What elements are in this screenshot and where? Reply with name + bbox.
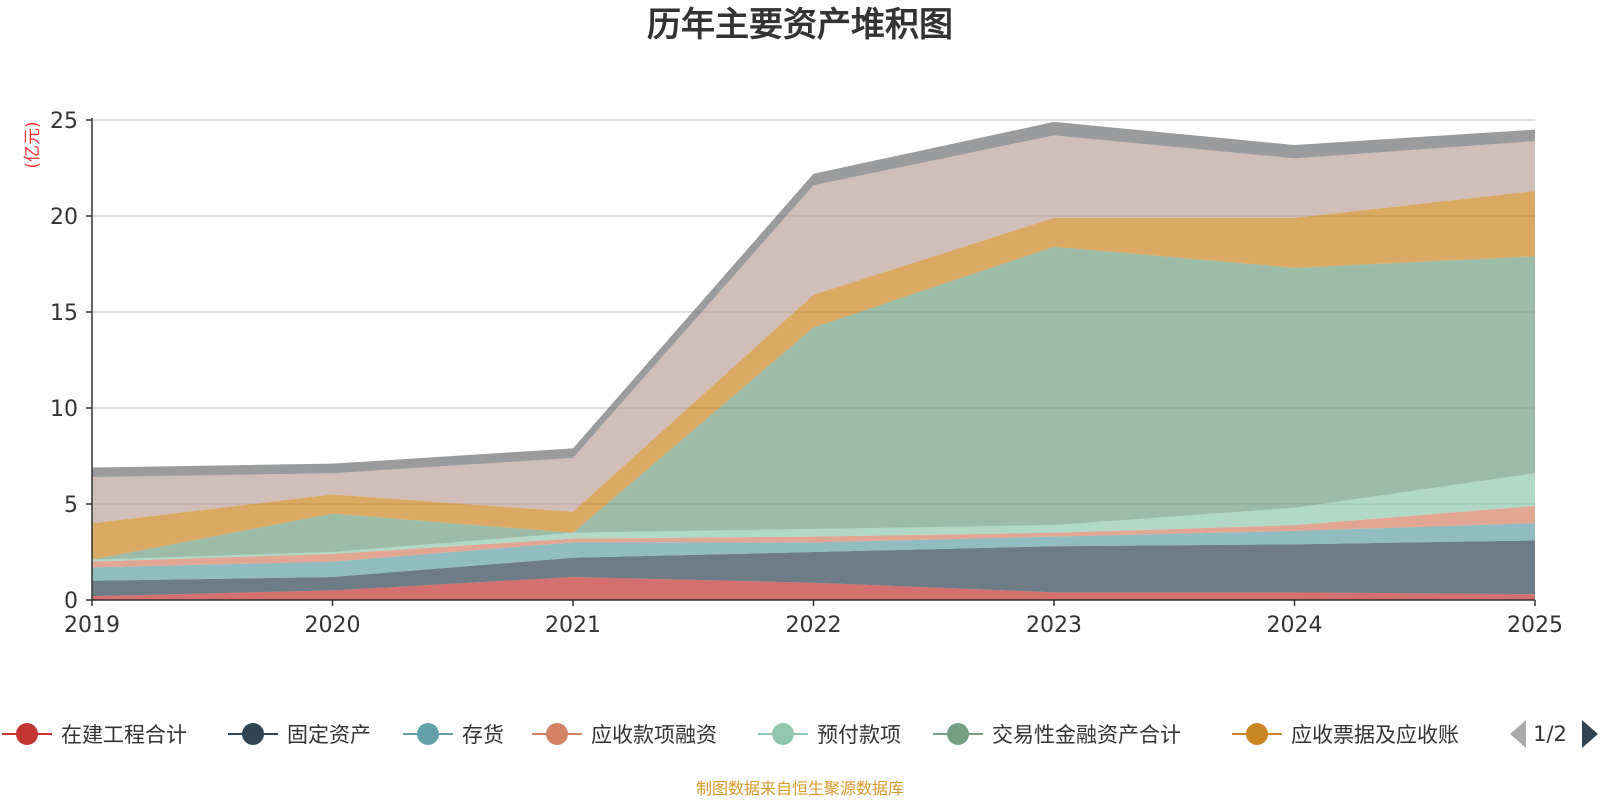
area-series-1 (92, 540, 1535, 597)
area-series-7 (92, 135, 1535, 524)
x-tick-label: 2024 (1267, 613, 1323, 638)
legend-label: 固定资产 (287, 723, 371, 747)
legend-prev-page-icon[interactable] (1510, 720, 1526, 748)
y-tick-label: 10 (50, 397, 78, 422)
legend-item-3[interactable]: 应收款项融资 (532, 723, 717, 747)
chart-title: 历年主要资产堆积图 (647, 5, 953, 45)
legend[interactable]: 在建工程合计 固定资产 存货 应收款项融资 预付款项 交易性金融资产合计 应收票据及应收账 1… (2, 720, 1598, 748)
legend-label: 应收票据及应收账 (1291, 723, 1459, 747)
y-tick-label: 0 (64, 589, 78, 614)
y-tick-label: 15 (50, 301, 78, 326)
legend-label: 在建工程合计 (61, 723, 187, 747)
legend-marker (417, 723, 439, 745)
legend-label: 存货 (462, 723, 504, 747)
area-series (92, 121, 1535, 600)
x-tick-label: 2020 (305, 613, 361, 638)
legend-marker (16, 723, 38, 745)
y-tick-label: 20 (50, 205, 78, 230)
legend-page-indicator: 1/2 (1533, 722, 1567, 746)
x-tick-label: 2025 (1507, 613, 1563, 638)
x-tick-label: 2022 (786, 613, 842, 638)
legend-item-2[interactable]: 存货 (403, 723, 504, 747)
source-note: 制图数据来自恒生聚源数据库 (695, 779, 904, 798)
legend-item-5[interactable]: 交易性金融资产合计 (933, 723, 1181, 747)
legend-item-1[interactable]: 固定资产 (228, 723, 371, 747)
legend-label: 应收款项融资 (591, 723, 717, 747)
y-tick-label: 5 (64, 493, 78, 518)
legend-marker (1246, 723, 1268, 745)
y-axis-unit-label: (亿元) (23, 121, 43, 168)
area-series-4 (92, 473, 1535, 562)
legend-marker (242, 723, 264, 745)
x-tick-label: 2019 (64, 613, 120, 638)
legend-marker (546, 723, 568, 745)
area-series-0 (92, 576, 1535, 600)
legend-marker (772, 723, 794, 745)
area-series-2 (92, 523, 1535, 581)
legend-label: 交易性金融资产合计 (992, 723, 1181, 747)
area-series-6 (92, 191, 1535, 560)
legend-item-4[interactable]: 预付款项 (758, 723, 901, 747)
y-tick-label: 25 (50, 109, 78, 134)
legend-marker (947, 723, 969, 745)
x-tick-label: 2023 (1026, 613, 1082, 638)
legend-label: 预付款项 (817, 723, 901, 747)
legend-item-6[interactable]: 应收票据及应收账 (1232, 723, 1459, 747)
x-tick-label: 2021 (545, 613, 601, 638)
legend-next-page-icon[interactable] (1582, 720, 1598, 748)
legend-item-0[interactable]: 在建工程合计 (2, 723, 187, 747)
area-series-5 (92, 246, 1535, 560)
